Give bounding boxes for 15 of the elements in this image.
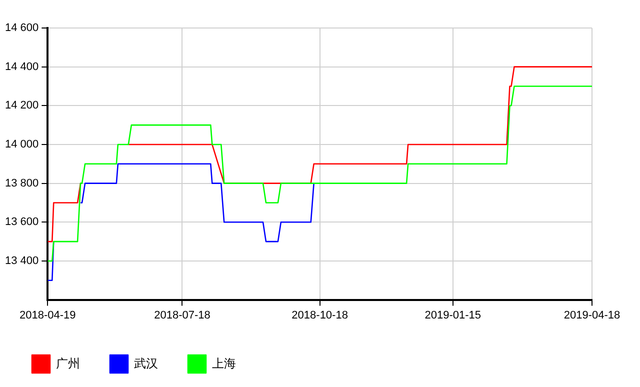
legend-label: 广州 [56, 356, 80, 370]
x-tick-label: 2018-04-19 [20, 309, 76, 322]
y-tick-label: 13 400 [4, 255, 39, 268]
y-tick-label: 13 800 [4, 177, 39, 190]
x-tick-label: 2018-10-18 [292, 309, 348, 322]
y-tick-label: 13 600 [4, 216, 39, 228]
y-tick-label: 14 200 [4, 100, 39, 112]
y-tick-label: 14 000 [4, 138, 39, 151]
y-tick-label: 14 600 [4, 22, 39, 34]
y-tick-label: 14 400 [4, 60, 39, 73]
legend-label: 上海 [212, 356, 236, 370]
legend-label: 武汉 [134, 356, 158, 370]
x-tick-label: 2019-01-15 [424, 309, 482, 322]
x-tick-label: 2019-04-18 [564, 309, 620, 322]
x-tick-label: 2018-07-18 [154, 309, 210, 322]
